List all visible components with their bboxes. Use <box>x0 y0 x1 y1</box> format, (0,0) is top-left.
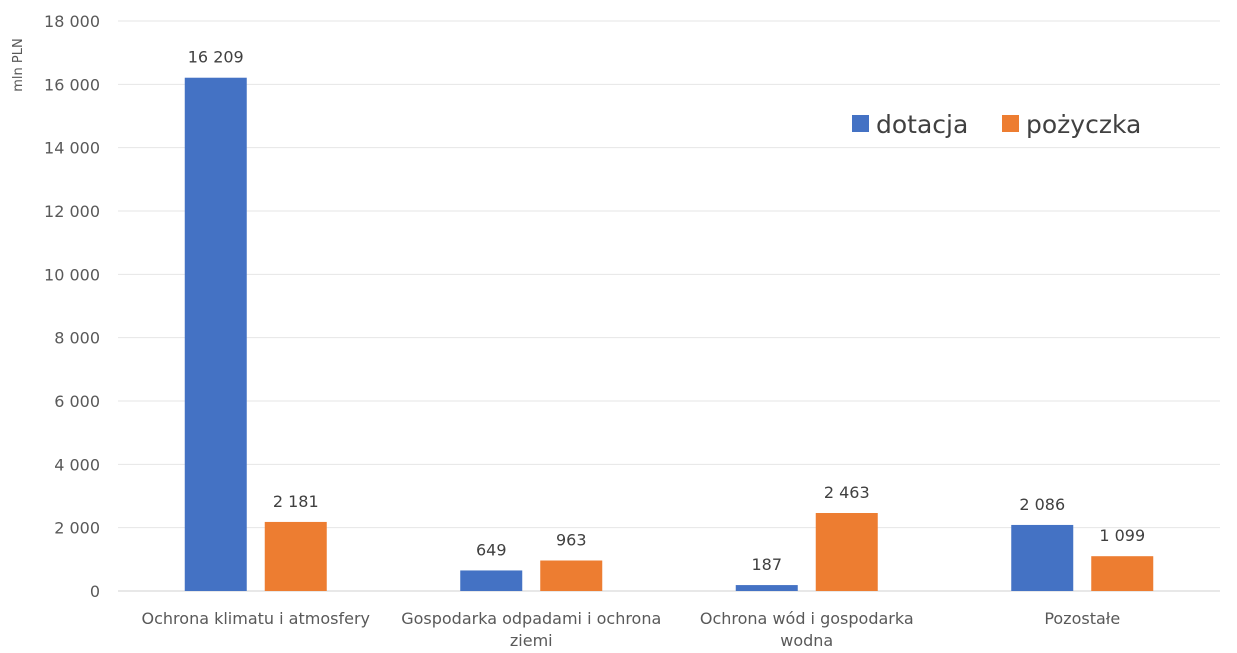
data-label: 649 <box>476 540 507 559</box>
bar-dotacja <box>735 585 798 591</box>
data-label: 2 181 <box>273 492 319 511</box>
legend-swatch <box>852 115 869 132</box>
y-tick-label: 0 <box>90 582 100 601</box>
y-axis-title: mln PLN <box>11 38 26 91</box>
category-label-line: Ochrona klimatu i atmosfery <box>142 609 370 628</box>
data-label: 963 <box>556 531 587 550</box>
y-axis-tick-labels: 0 2 000 4 000 6 000 8 000 10 000 12 000 14 000 1… <box>44 12 100 601</box>
y-tick-label: 18 000 <box>44 12 100 31</box>
bar-dotacja <box>460 570 523 591</box>
category-label: Gospodarka odpadami i ochrona ziemi <box>401 609 661 650</box>
category-labels: Ochrona klimatu i atmosfery Gospodarka od… <box>142 609 1121 650</box>
category-label-line: Gospodarka odpadami i ochrona <box>401 609 661 628</box>
legend-label: pożyczka <box>1026 110 1141 139</box>
category-label-line: Pozostałe <box>1044 609 1120 628</box>
y-tick-label: 10 000 <box>44 265 100 284</box>
bar-pożyczka <box>540 560 603 591</box>
data-label: 16 209 <box>188 48 244 67</box>
y-tick-label: 4 000 <box>54 455 100 474</box>
category-label: Ochrona klimatu i atmosfery <box>142 609 370 628</box>
bar-pożyczka <box>815 513 878 591</box>
category-label-line: Ochrona wód i gospodarka <box>700 609 914 628</box>
legend-label: dotacja <box>876 110 968 139</box>
legend: dotacja pożyczka <box>852 110 1141 139</box>
category-label: Pozostałe <box>1044 609 1120 628</box>
data-label: 187 <box>751 555 782 574</box>
bar-dotacja <box>1011 524 1074 591</box>
bars <box>184 77 1154 592</box>
y-tick-label: 12 000 <box>44 202 100 221</box>
y-tick-label: 16 000 <box>44 75 100 94</box>
category-label-line: ziemi <box>510 631 553 650</box>
category-label: Ochrona wód i gospodarka wodna <box>700 609 914 650</box>
y-tick-label: 14 000 <box>44 139 100 158</box>
data-label: 2 086 <box>1019 495 1065 514</box>
legend-swatch <box>1002 115 1019 132</box>
data-label: 2 463 <box>824 483 870 502</box>
bar-pożyczka <box>264 521 327 591</box>
data-label: 1 099 <box>1099 526 1145 545</box>
bar-dotacja <box>184 77 247 592</box>
data-labels: 16 209 2 181 649 963 187 2 463 2 086 1 099 <box>188 48 1145 574</box>
y-tick-label: 2 000 <box>54 519 100 538</box>
category-label-line: wodna <box>780 631 833 650</box>
bar-pożyczka <box>1091 556 1154 591</box>
y-tick-label: 6 000 <box>54 392 100 411</box>
y-tick-label: 8 000 <box>54 329 100 348</box>
